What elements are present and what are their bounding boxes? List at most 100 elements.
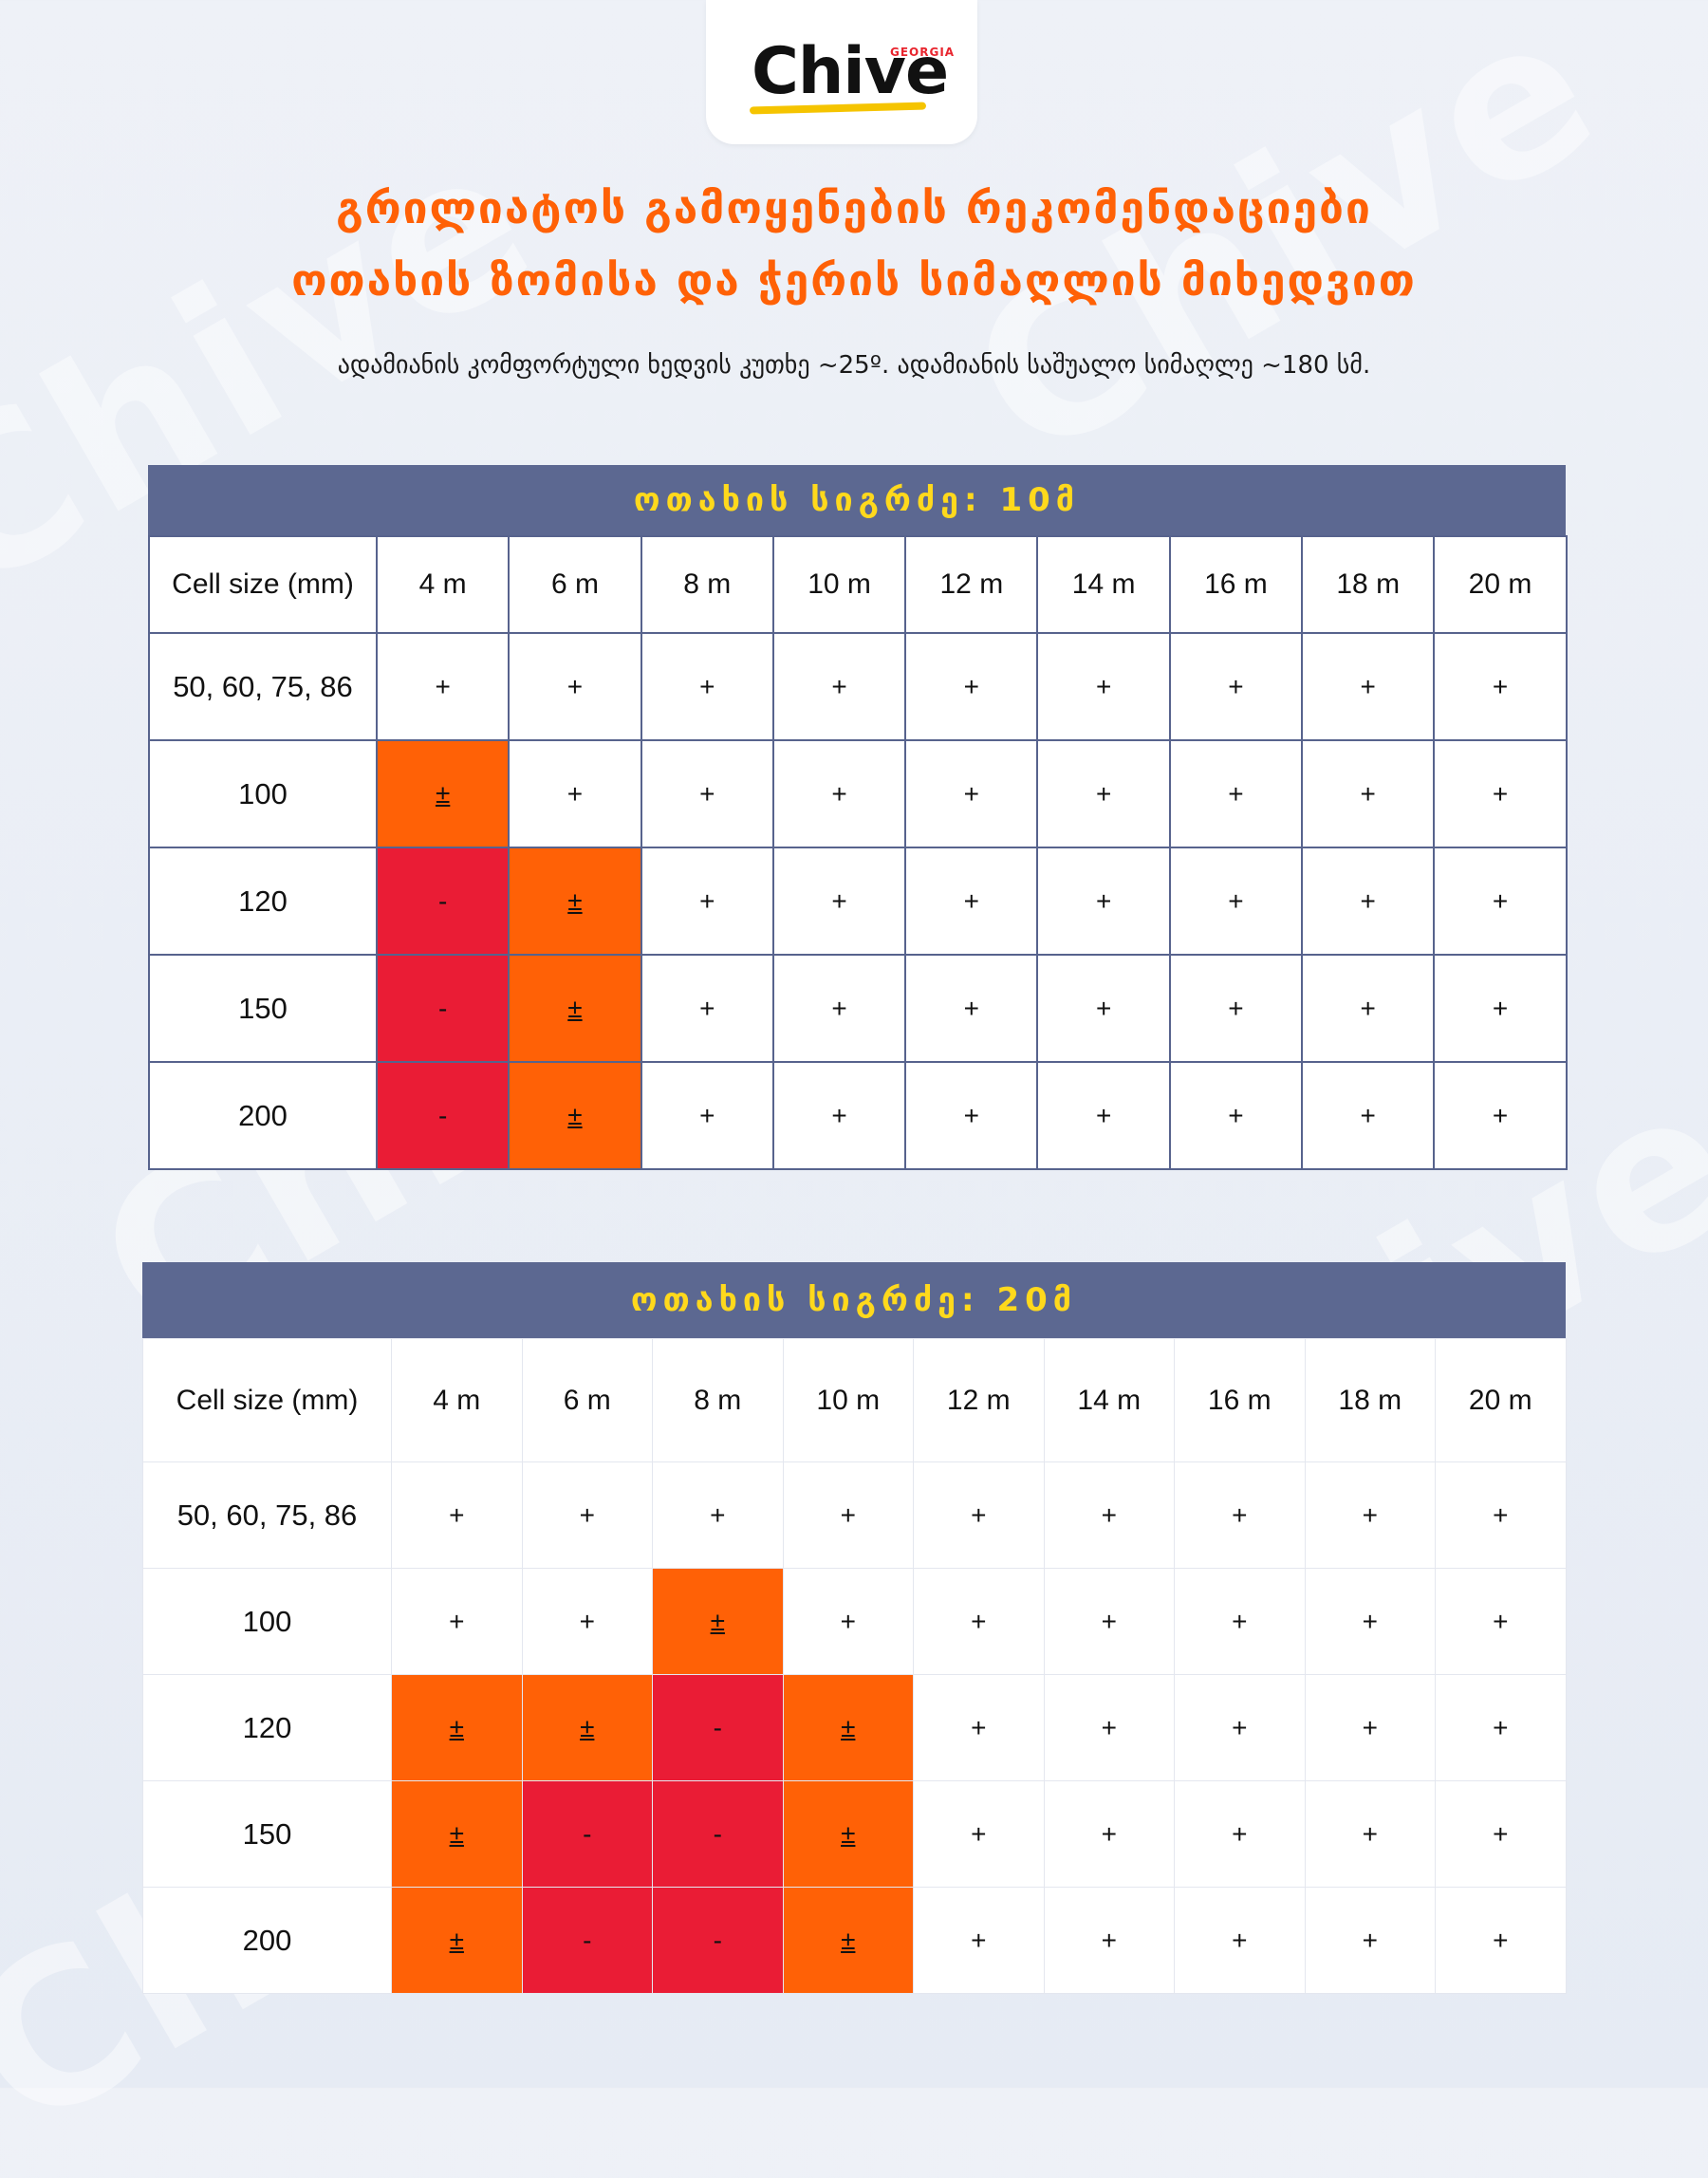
row-label: 100 — [142, 1568, 392, 1675]
cell-partial: ± — [782, 1780, 914, 1888]
cell-partial: ± — [375, 739, 511, 848]
cell-recommended: + — [375, 632, 511, 741]
cell-symbol: + — [1492, 885, 1509, 916]
cell-recommended: + — [640, 1061, 774, 1170]
row-label: 50, 60, 75, 86 — [142, 1461, 392, 1569]
cell-not-recommended: - — [652, 1674, 784, 1781]
cell-recommended: + — [904, 1061, 1039, 1170]
cell-symbol: - — [713, 1925, 722, 1955]
cell-symbol: + — [963, 885, 980, 916]
cell-recommended: + — [1043, 1674, 1175, 1781]
cell-symbol: ± — [567, 885, 583, 916]
cell-symbol: + — [1360, 778, 1376, 809]
cell-recommended: + — [1304, 1568, 1436, 1675]
row-label: 120 — [148, 847, 378, 956]
cell-symbol: + — [1095, 993, 1112, 1023]
cell-recommended: + — [913, 1461, 1045, 1569]
cell-recommended: + — [1435, 1887, 1567, 1994]
cell-symbol: + — [1360, 671, 1376, 701]
cell-symbol: + — [566, 671, 584, 701]
column-header-height: 16 m — [1174, 1338, 1306, 1462]
cell-recommended: + — [521, 1568, 653, 1675]
cell-recommended: + — [1174, 1568, 1306, 1675]
column-header-height: 6 m — [521, 1338, 653, 1462]
cell-symbol: + — [971, 1925, 987, 1955]
cell-symbol: + — [1362, 1606, 1378, 1636]
cell-symbol: ± — [567, 1100, 583, 1130]
row-label: 150 — [148, 954, 378, 1063]
cell-recommended: + — [1036, 847, 1171, 956]
column-header-height: 10 m — [771, 535, 907, 634]
row-label: 200 — [142, 1887, 392, 1994]
row-label: 50, 60, 75, 86 — [148, 632, 378, 741]
cell-symbol: + — [1493, 1925, 1509, 1955]
cell-recommended: + — [640, 847, 774, 956]
cell-recommended: + — [1036, 632, 1171, 741]
cell-recommended: + — [640, 632, 774, 741]
row-label: 150 — [142, 1780, 392, 1888]
cell-symbol: + — [1101, 1606, 1117, 1636]
table-row: 50, 60, 75, 86 + + + + + + + + + — [142, 1461, 1567, 1569]
table-row: 200 ± - - ± + + + + + — [142, 1887, 1567, 1994]
cell-recommended: + — [640, 954, 774, 1063]
cell-recommended: + — [771, 632, 907, 741]
column-header-height: 8 m — [640, 535, 774, 634]
cell-recommended: + — [1174, 1887, 1306, 1994]
cell-symbol: + — [963, 778, 980, 809]
column-header-height: 14 m — [1036, 535, 1171, 634]
cell-symbol: + — [1232, 1712, 1248, 1742]
cell-symbol: + — [963, 671, 980, 701]
cell-partial: ± — [782, 1887, 914, 1994]
cell-recommended: + — [1433, 847, 1568, 956]
cell-recommended: + — [1435, 1780, 1567, 1888]
column-header-height: 20 m — [1435, 1338, 1567, 1462]
cell-symbol: ± — [449, 1818, 464, 1849]
cell-recommended: + — [904, 739, 1039, 848]
cell-symbol: + — [435, 671, 451, 701]
cell-recommended: + — [1301, 632, 1436, 741]
cell-recommended: + — [913, 1674, 1045, 1781]
cell-recommended: + — [640, 739, 774, 848]
column-header-height: 12 m — [904, 535, 1039, 634]
cell-symbol: + — [971, 1712, 987, 1742]
cell-recommended: + — [782, 1461, 914, 1569]
cell-recommended: + — [771, 1061, 907, 1170]
cell-not-recommended: - — [652, 1780, 784, 1888]
page-title-line-2: ოთახის ზომისა და ჭერის სიმაღლის მიხედვით — [291, 254, 1417, 306]
cell-recommended: + — [1174, 1780, 1306, 1888]
cell-symbol: + — [699, 778, 715, 809]
cell-recommended: + — [771, 847, 907, 956]
cell-symbol: + — [1232, 1606, 1248, 1636]
column-header-height: 8 m — [652, 1338, 784, 1462]
cell-recommended: + — [1433, 1061, 1568, 1170]
cell-symbol: - — [583, 1925, 592, 1955]
cell-symbol: + — [1232, 1925, 1248, 1955]
cell-symbol: + — [449, 1606, 465, 1636]
cell-recommended: + — [391, 1461, 523, 1569]
table-row: 150 ± - - ± + + + + + — [142, 1780, 1567, 1888]
cell-symbol: ± — [580, 1712, 595, 1742]
cell-symbol: + — [971, 1818, 987, 1849]
cell-symbol: + — [1228, 671, 1244, 701]
cell-not-recommended: - — [521, 1887, 653, 1994]
column-header-height: 16 m — [1168, 535, 1304, 634]
cell-partial: ± — [782, 1674, 914, 1781]
cell-recommended: + — [1304, 1780, 1436, 1888]
row-label: 200 — [148, 1061, 378, 1170]
cell-symbol: + — [1362, 1712, 1378, 1742]
cell-symbol: - — [437, 1100, 448, 1130]
cell-symbol: + — [699, 885, 715, 916]
cell-symbol: + — [1492, 993, 1509, 1023]
cell-recommended: + — [904, 954, 1039, 1063]
column-header-height: 4 m — [391, 1338, 523, 1462]
cell-symbol: - — [713, 1818, 722, 1849]
row-label: 100 — [148, 739, 378, 848]
cell-recommended: + — [1301, 847, 1436, 956]
cell-symbol: + — [1228, 885, 1244, 916]
table-row: 150 - ± + + + + + + + — [148, 954, 1568, 1063]
table-heading: ოთახის სიგრძე: 10მ — [148, 465, 1566, 535]
column-header-height: 18 m — [1301, 535, 1436, 634]
